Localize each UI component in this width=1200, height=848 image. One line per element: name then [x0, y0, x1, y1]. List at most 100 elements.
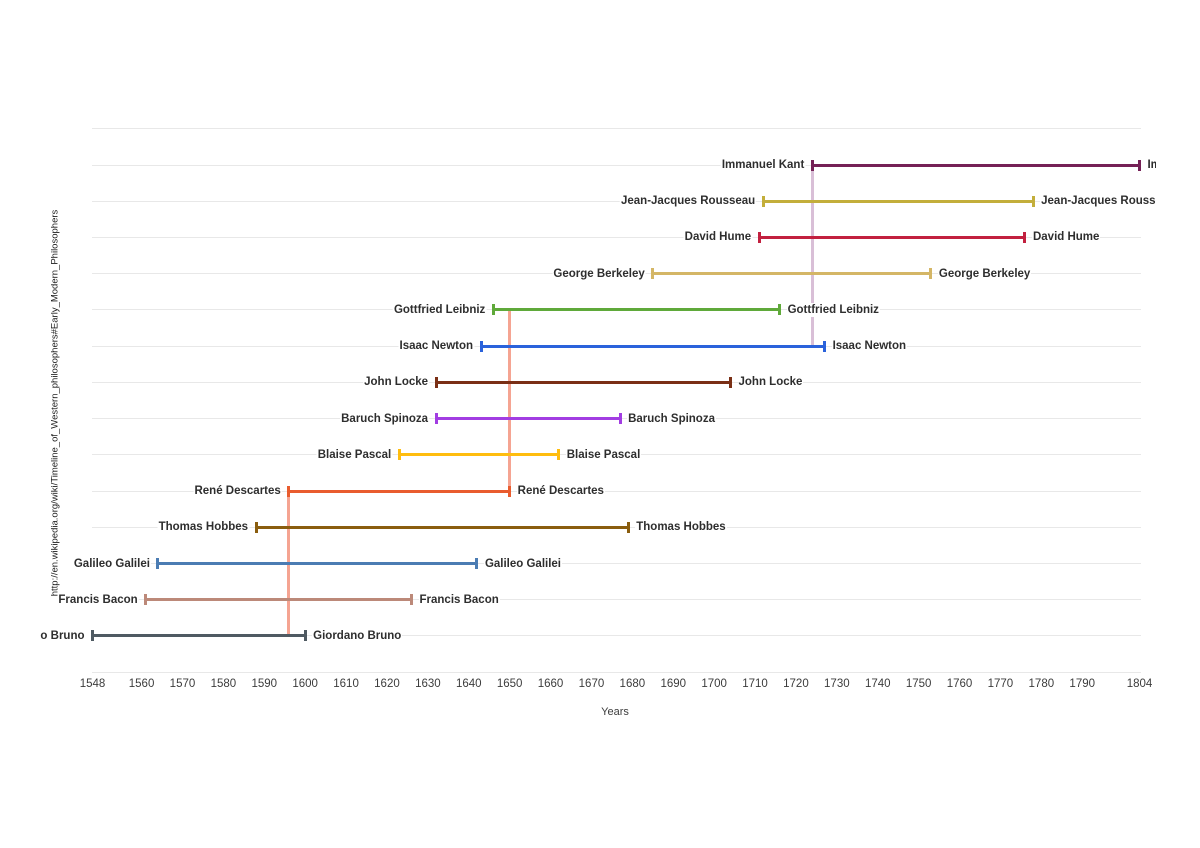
x-tick-label: 1700 — [701, 678, 727, 690]
bar-end-cap — [156, 558, 160, 570]
philosopher-name-right: Baruch Spinoza — [627, 411, 716, 426]
philosopher-name-right: Giordano Bruno — [312, 628, 403, 643]
gridline — [92, 236, 1141, 238]
gridline — [92, 128, 1141, 130]
lifespan-bar — [436, 417, 621, 421]
philosopher-name-left: Giordano Bruno — [40, 628, 86, 643]
gridline — [92, 490, 1141, 492]
lifespan-bar — [812, 163, 1140, 167]
x-tick-label: 1730 — [824, 678, 850, 690]
x-tick-label: 1580 — [210, 678, 237, 690]
bar-end-cap — [287, 485, 291, 497]
philosopher-name-left: Gottfried Leibniz — [392, 302, 487, 317]
bar-end-cap — [823, 340, 827, 352]
x-tick-label: 1610 — [333, 678, 359, 690]
bar-end-cap — [410, 594, 413, 606]
x-axis-title: Years — [601, 706, 629, 718]
lifespan-bar — [493, 308, 780, 312]
bar-end-cap — [1137, 159, 1141, 171]
lifespan-bar — [436, 380, 731, 384]
lifespan-bar — [481, 344, 825, 348]
philosopher-name-left: Francis Bacon — [57, 592, 139, 607]
philosopher-name-right: John Locke — [737, 375, 804, 390]
gridline — [92, 563, 1141, 565]
x-tick-label: 1650 — [496, 678, 523, 690]
x-tick-label: 1560 — [128, 678, 155, 690]
lifespan-bar — [145, 598, 412, 602]
philosopher-name-right: David Hume — [1031, 230, 1101, 245]
x-tick-label: 1710 — [742, 678, 768, 690]
bar-end-cap — [810, 159, 814, 171]
lifespan-bar — [92, 634, 306, 638]
bar-end-cap — [508, 485, 512, 497]
bar-end-cap — [761, 195, 765, 207]
x-tick-label: 1690 — [660, 678, 687, 690]
bar-end-cap — [303, 630, 307, 642]
philosopher-name-right: Gottfried Leibniz — [786, 302, 880, 317]
lifespan-bar — [763, 199, 1034, 203]
x-tick-label: 1740 — [864, 678, 891, 690]
x-tick-label: 1680 — [619, 678, 646, 690]
plot-area: Immanuel Kant Immanuel Kant Jean-Jacques R… — [40, 100, 1156, 676]
overlap-annotation-line — [810, 165, 814, 347]
gridline — [92, 635, 1141, 637]
bar-end-cap — [479, 340, 483, 352]
bar-end-cap — [729, 376, 732, 388]
x-tick-label: 1770 — [987, 678, 1014, 690]
lifespan-bar — [759, 235, 1025, 239]
x-tick-label: 1548 — [79, 678, 106, 690]
philosopher-name-right: René Descartes — [516, 484, 605, 499]
philosopher-name-left: Immanuel Kant — [720, 158, 806, 172]
philosopher-name-right: Immanuel Kant — [1146, 158, 1156, 172]
x-tick-label: 1620 — [374, 678, 400, 690]
philosopher-name-left: Jean-Jacques Rousseau — [619, 194, 757, 209]
overlap-annotation-line — [508, 309, 512, 492]
bar-end-cap — [397, 449, 401, 461]
philosopher-name-right: Blaise Pascal — [565, 447, 642, 462]
x-tick-label: 1570 — [169, 678, 196, 690]
bar-end-cap — [651, 268, 655, 280]
philosopher-name-left: Baruch Spinoza — [340, 411, 430, 426]
bar-end-cap — [1023, 231, 1027, 243]
gridline — [92, 599, 1141, 601]
bar-end-cap — [434, 413, 438, 425]
philosopher-name-right: Galileo Galilei — [483, 556, 562, 571]
lifespan-bar — [652, 272, 931, 276]
bar-end-cap — [557, 449, 561, 461]
philosopher-name-left: David Hume — [683, 230, 753, 245]
bar-end-cap — [626, 521, 630, 533]
gridline — [92, 164, 1141, 166]
bar-end-cap — [434, 376, 438, 388]
lifespan-bar — [399, 453, 559, 457]
philosopher-name-right: Francis Bacon — [418, 592, 500, 607]
bar-end-cap — [91, 630, 94, 642]
bar-end-cap — [491, 304, 495, 316]
philosopher-name-left: Thomas Hobbes — [157, 520, 250, 535]
x-tick-label: 1640 — [455, 678, 482, 690]
x-tick-label: 1760 — [946, 678, 973, 690]
bar-end-cap — [1031, 195, 1035, 207]
x-tick-label: 1630 — [415, 678, 441, 690]
philosopher-name-right: Isaac Newton — [831, 339, 908, 354]
x-tick-label: 1790 — [1069, 678, 1096, 690]
bar-end-cap — [254, 521, 258, 533]
lifespan-bar — [256, 525, 629, 529]
philosopher-name-right: Jean-Jacques Rousseau — [1040, 194, 1156, 209]
gridline — [92, 671, 1141, 673]
bar-end-cap — [778, 304, 782, 316]
bar-end-cap — [475, 558, 479, 570]
gridline — [92, 200, 1141, 202]
x-tick-label: 1750 — [905, 678, 932, 690]
x-tick-label: 1780 — [1028, 678, 1055, 690]
lifespan-bar — [288, 489, 510, 493]
philosopher-name-left: René Descartes — [193, 484, 282, 499]
philosopher-name-left: George Berkeley — [552, 266, 646, 281]
philosopher-name-right: George Berkeley — [937, 266, 1032, 281]
philosopher-name-right: Thomas Hobbes — [635, 520, 727, 535]
y-axis-source-label: http://en.wikipedia.org/wiki/Timeline_of… — [49, 209, 61, 597]
x-tick-label: 1590 — [251, 678, 278, 690]
x-tick-label: 1660 — [537, 678, 564, 690]
philosopher-name-left: Blaise Pascal — [316, 447, 393, 462]
x-tick-label: 1804 — [1126, 678, 1153, 690]
